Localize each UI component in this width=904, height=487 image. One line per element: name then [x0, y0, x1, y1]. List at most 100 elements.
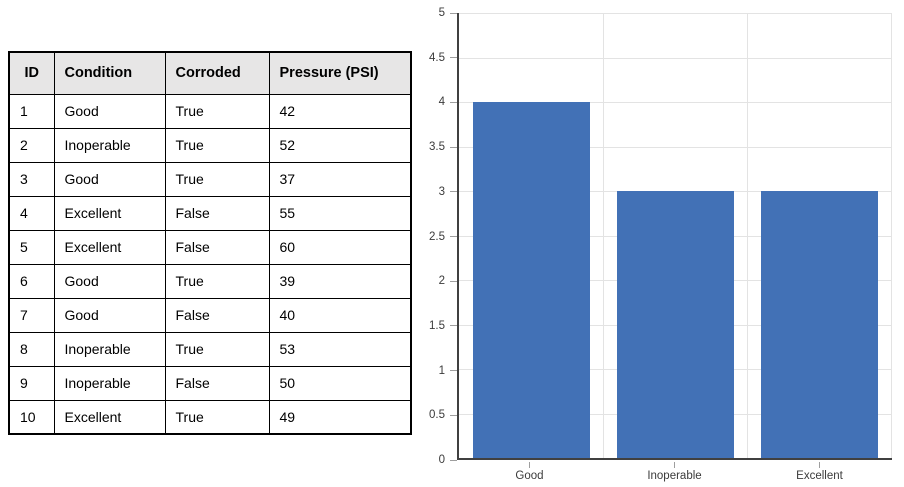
table-cell: 37: [268, 161, 412, 197]
table-cell: Good: [53, 263, 166, 299]
y-axis-tick: [450, 459, 457, 461]
x-axis-tick: [674, 462, 675, 468]
table-cell: 49: [268, 399, 412, 435]
table-cell: Inoperable: [53, 365, 166, 401]
table-cell: 55: [268, 195, 412, 231]
table-row: 5 Excellent False 60: [8, 229, 412, 265]
table-cell: True: [164, 399, 270, 435]
table-row: 2 Inoperable True 52: [8, 127, 412, 163]
table-body: 1 Good True 42 2 Inoperable True 52 3 Good True 37 4…: [8, 93, 412, 435]
y-axis-tick: [450, 146, 457, 148]
y-axis-label: 3: [438, 185, 445, 198]
column-header-id: ID: [8, 51, 55, 95]
table-cell: 6: [8, 263, 55, 299]
y-axis-label: 4: [438, 96, 445, 109]
x-axis-label-inoperable: Inoperable: [647, 470, 702, 482]
table-header-row: ID Condition Corroded Pressure (PSI): [8, 51, 412, 95]
bar-good: [472, 102, 590, 458]
table-cell: 8: [8, 331, 55, 367]
gridline-vertical: [891, 13, 892, 458]
table-cell: Inoperable: [53, 127, 166, 163]
y-axis: 0 0.5 1 1.5 2 2.5 3 3.5 4 4.5 5: [412, 7, 457, 466]
gridline-horizontal: [459, 57, 892, 59]
table-row: 6 Good True 39: [8, 263, 412, 299]
table-row: 1 Good True 42: [8, 93, 412, 129]
table-cell: 60: [268, 229, 412, 265]
x-axis-label-excellent: Excellent: [796, 470, 843, 482]
gridline-vertical: [602, 13, 604, 458]
bar-chart: 0 0.5 1 1.5 2 2.5 3 3.5 4 4.5 5 Good Inoperable Exce…: [412, 0, 904, 487]
table-cell: 50: [268, 365, 412, 401]
table-cell: Good: [53, 93, 166, 129]
table-cell: 52: [268, 127, 412, 163]
x-axis-tick: [819, 462, 820, 468]
table-cell: False: [164, 195, 270, 231]
y-axis-tick: [450, 370, 457, 372]
y-axis-label: 3.5: [429, 141, 445, 154]
table-cell: 40: [268, 297, 412, 333]
table-cell: Excellent: [53, 399, 166, 435]
gridline-horizontal: [459, 102, 892, 103]
y-axis-tick: [450, 414, 457, 416]
table-cell: True: [164, 161, 270, 197]
table-cell: 3: [8, 161, 55, 197]
table-cell: 53: [268, 331, 412, 367]
table-cell: 5: [8, 229, 55, 265]
bar-inoperable: [617, 191, 734, 458]
y-axis-label: 2: [438, 275, 445, 288]
y-axis-label: 0.5: [429, 409, 445, 422]
gridline-horizontal: [459, 146, 892, 148]
y-axis-tick: [450, 280, 457, 282]
inspection-table: ID Condition Corroded Pressure (PSI) 1 Good T…: [8, 51, 412, 435]
table-cell: 39: [268, 263, 412, 299]
column-header-condition: Condition: [53, 51, 166, 95]
x-axis-tick: [528, 462, 530, 468]
table-cell: 7: [8, 297, 55, 333]
y-axis-label: 5: [438, 7, 445, 19]
table-cell: False: [164, 229, 270, 265]
table-cell: Good: [53, 297, 166, 333]
table-header: ID Condition Corroded Pressure (PSI): [8, 51, 412, 95]
table-row: 7 Good False 40: [8, 297, 412, 333]
table-cell: False: [164, 297, 270, 333]
y-axis-tick: [450, 57, 457, 59]
y-axis-label: 2.5: [429, 230, 445, 243]
column-header-corroded: Corroded: [164, 51, 270, 95]
table-cell: True: [164, 263, 270, 299]
y-axis-tick: [450, 236, 457, 237]
table-cell: True: [164, 127, 270, 163]
y-axis-tick: [450, 191, 457, 193]
table-cell: 2: [8, 127, 55, 163]
y-axis-tick: [450, 325, 457, 327]
table-row: 8 Inoperable True 53: [8, 331, 412, 367]
gridline-vertical: [747, 13, 749, 458]
y-axis-tick: [450, 12, 457, 14]
plot-area: [457, 13, 892, 460]
table-cell: True: [164, 93, 270, 129]
y-axis-tick: [450, 101, 457, 103]
y-axis-label: 4.5: [429, 51, 445, 64]
table-cell: 42: [268, 93, 412, 129]
table-row: 10 Excellent True 49: [8, 399, 412, 435]
table-row: 9 Inoperable False 50: [8, 365, 412, 401]
table-cell: 4: [8, 195, 55, 231]
table-cell: Good: [53, 161, 166, 197]
x-axis: Good Inoperable Excellent: [457, 462, 892, 487]
table-cell: Excellent: [53, 229, 166, 265]
y-axis-label: 0: [438, 454, 445, 466]
table-cell: Inoperable: [53, 331, 166, 367]
bar-excellent: [761, 191, 879, 458]
table-cell: True: [164, 331, 270, 367]
table-row: 4 Excellent False 55: [8, 195, 412, 231]
table-cell: 10: [8, 399, 55, 435]
x-axis-label-good: Good: [515, 470, 544, 482]
y-axis-label: 1: [438, 364, 445, 377]
table-cell: 9: [8, 365, 55, 401]
table-cell: False: [164, 365, 270, 401]
y-axis-label: 1.5: [429, 319, 445, 332]
gridline-horizontal: [459, 13, 892, 14]
table-row: 3 Good True 37: [8, 161, 412, 197]
column-header-pressure-psi: Pressure (PSI): [268, 51, 412, 95]
table-cell: 1: [8, 93, 55, 129]
